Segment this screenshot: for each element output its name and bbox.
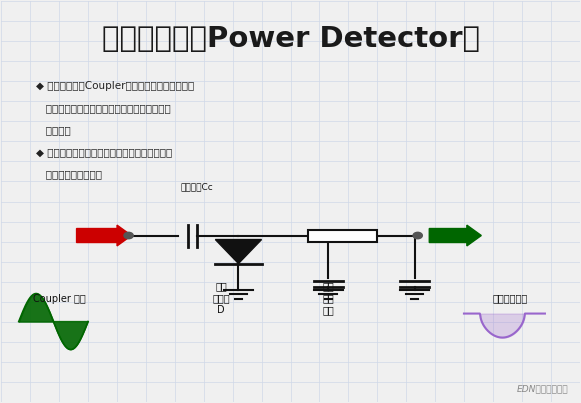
- FancyArrow shape: [77, 225, 131, 246]
- Text: ◆ 我们采用二极管负包络检波电路，后级常为低: ◆ 我们采用二极管负包络检波电路，后级常为低: [36, 147, 173, 158]
- Text: 检波
二极管
D: 检波 二极管 D: [212, 282, 230, 315]
- Text: 检波进而得到一个体现耦合信号幅值大小的检: 检波进而得到一个体现耦合信号幅值大小的检: [36, 104, 171, 114]
- Circle shape: [413, 232, 422, 239]
- Text: 通积分电路。例如：: 通积分电路。例如：: [36, 170, 102, 179]
- Text: 检波电压输出: 检波电压输出: [493, 293, 528, 303]
- FancyBboxPatch shape: [308, 230, 377, 241]
- Text: 功率检波器（Power Detector）: 功率检波器（Power Detector）: [102, 25, 479, 54]
- Text: 低通
积分
电路: 低通 积分 电路: [322, 282, 334, 315]
- Text: 耦合电容Cc: 耦合电容Cc: [181, 183, 213, 191]
- Polygon shape: [216, 239, 261, 264]
- Text: 波电压。: 波电压。: [36, 125, 71, 135]
- Text: Coupler 输出: Coupler 输出: [33, 293, 85, 303]
- Text: EDN电子技术设计: EDN电子技术设计: [517, 384, 568, 394]
- FancyArrow shape: [429, 225, 481, 246]
- Text: ◆ 功率检波器对Coupler的耦合高频信号进行包络: ◆ 功率检波器对Coupler的耦合高频信号进行包络: [36, 81, 194, 91]
- Circle shape: [124, 232, 133, 239]
